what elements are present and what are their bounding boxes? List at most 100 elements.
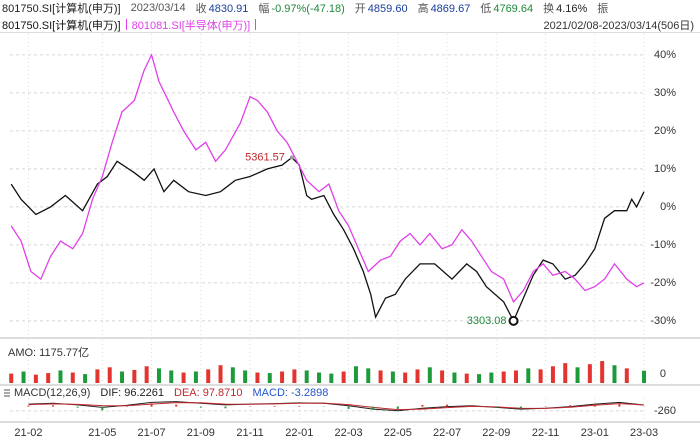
y-tick-label: 0% bbox=[660, 201, 676, 213]
macd-line bbox=[28, 402, 645, 411]
volume-bar bbox=[415, 369, 420, 383]
legend-item[interactable]: 801750.SI[计算机(申万)] bbox=[2, 19, 121, 32]
x-tick-label: 21-09 bbox=[187, 427, 215, 439]
volume-bar bbox=[9, 373, 14, 383]
volume-bar bbox=[612, 365, 617, 383]
x-tick-label: 23-03 bbox=[630, 427, 658, 439]
volume-bar bbox=[489, 372, 494, 383]
x-tick-label: 22-09 bbox=[482, 427, 510, 439]
volume-bar bbox=[600, 361, 605, 383]
volume-bar bbox=[206, 369, 211, 383]
volume-bar bbox=[280, 371, 285, 383]
volume-bar bbox=[513, 370, 518, 383]
volume-bar bbox=[58, 370, 63, 383]
legend-label: DEA: 97.8710 bbox=[174, 387, 243, 399]
volume-bar bbox=[292, 369, 297, 383]
extreme-marker bbox=[289, 155, 294, 160]
field-value: 4830.91 bbox=[208, 3, 249, 15]
line-series bbox=[10, 53, 645, 304]
code: 801750.SI[计算机(申万)] bbox=[2, 3, 121, 15]
quote-field: 收 4830.91 bbox=[196, 0, 249, 16]
volume-bar bbox=[267, 373, 272, 383]
y-tick-label: 30% bbox=[654, 87, 676, 99]
volume-bar bbox=[156, 368, 161, 383]
field-label: 低 bbox=[480, 3, 492, 15]
volume-bar bbox=[255, 372, 260, 383]
volume-bar bbox=[70, 372, 75, 383]
volume-bar bbox=[33, 374, 38, 383]
panel-title: AMO: 1175.77亿 bbox=[8, 346, 89, 359]
volume-bar bbox=[440, 370, 445, 383]
volume-bar bbox=[243, 370, 248, 383]
volume-bar bbox=[477, 374, 482, 383]
field-label: 开 bbox=[354, 3, 366, 15]
x-tick-label: 21-07 bbox=[138, 427, 166, 439]
line-series bbox=[10, 156, 645, 323]
quote-field: 高 4869.67 bbox=[418, 0, 471, 16]
volume-bar bbox=[642, 370, 647, 383]
x-tick-label: 21-05 bbox=[88, 427, 116, 439]
field-value: 4.16% bbox=[556, 3, 588, 15]
volume-bar bbox=[193, 371, 198, 383]
volume-bar bbox=[624, 368, 629, 383]
volume-bar bbox=[353, 366, 358, 383]
y-tick-label: 10% bbox=[654, 163, 676, 175]
field-value: -0.97%(-47.18) bbox=[271, 3, 345, 15]
volume-bar bbox=[329, 373, 334, 383]
x-tick-label: 22-07 bbox=[433, 427, 461, 439]
volume-bar bbox=[95, 369, 100, 383]
field-label: 幅 bbox=[258, 3, 270, 15]
volume-bar bbox=[452, 372, 457, 383]
volume-bar bbox=[587, 364, 592, 383]
separator bbox=[255, 19, 257, 30]
volume-bar bbox=[144, 366, 149, 383]
volume-bar bbox=[403, 372, 408, 383]
x-tick-label: 22-05 bbox=[384, 427, 412, 439]
volume-bar bbox=[120, 371, 125, 383]
y-tick-label: 40% bbox=[654, 49, 676, 61]
x-tick-label: 21-02 bbox=[14, 427, 42, 439]
extreme-marker bbox=[508, 315, 519, 326]
x-tick-label: 22-03 bbox=[334, 427, 362, 439]
field-value: 4859.60 bbox=[367, 3, 408, 15]
x-tick-label: 23-01 bbox=[581, 427, 609, 439]
legend-bar: 801750.SI[计算机(申万)] 801081.SI[半导体(申万)] 20… bbox=[0, 17, 700, 33]
y-tick-label: -30% bbox=[650, 315, 676, 327]
y-tick-label: 20% bbox=[654, 125, 676, 137]
x-tick-label: 22-11 bbox=[532, 427, 559, 439]
volume-bar bbox=[169, 370, 174, 383]
volume-bar bbox=[538, 369, 543, 383]
quote-bar: 801750.SI[计算机(申万)] 2023/03/14 收 4830.91 幅 -… bbox=[0, 0, 700, 16]
trailing-label: 振 bbox=[597, 3, 609, 15]
volume-bar bbox=[501, 371, 506, 383]
volume-bar bbox=[21, 371, 26, 383]
annotation: 3303.08 bbox=[467, 315, 507, 327]
annotation: 5361.57 bbox=[245, 151, 285, 163]
volume-bar bbox=[366, 368, 371, 383]
field-label: 收 bbox=[195, 3, 207, 15]
volume-bar bbox=[107, 367, 112, 383]
volume-bar bbox=[132, 369, 137, 383]
range-label[interactable]: 2021/02/08-2023/03/14(506日) bbox=[544, 17, 694, 32]
volume-bar bbox=[390, 371, 395, 383]
quote-field: 低 4769.64 bbox=[480, 0, 533, 16]
legend-item[interactable]: 801081.SI[半导体(申万)] bbox=[131, 19, 251, 32]
quote-field: 换 4.16% bbox=[543, 0, 587, 16]
field-value: 4769.64 bbox=[493, 3, 534, 15]
separator bbox=[125, 19, 127, 30]
panel-title: MACD(12,26,9) bbox=[14, 387, 90, 399]
y-tick-label: -260 bbox=[654, 405, 676, 417]
volume-bar bbox=[563, 363, 568, 383]
field-label: 高 bbox=[417, 3, 429, 15]
field-label: 换 bbox=[543, 3, 555, 15]
volume-bar bbox=[218, 365, 223, 383]
volume-bar bbox=[181, 372, 186, 383]
volume-bar bbox=[550, 366, 555, 383]
y-tick-label: -20% bbox=[650, 277, 676, 289]
legend-label: MACD: -3.2898 bbox=[253, 387, 329, 399]
volume-bar bbox=[526, 368, 531, 383]
x-tick-label: 21-11 bbox=[236, 427, 263, 439]
volume-bar bbox=[83, 374, 88, 383]
